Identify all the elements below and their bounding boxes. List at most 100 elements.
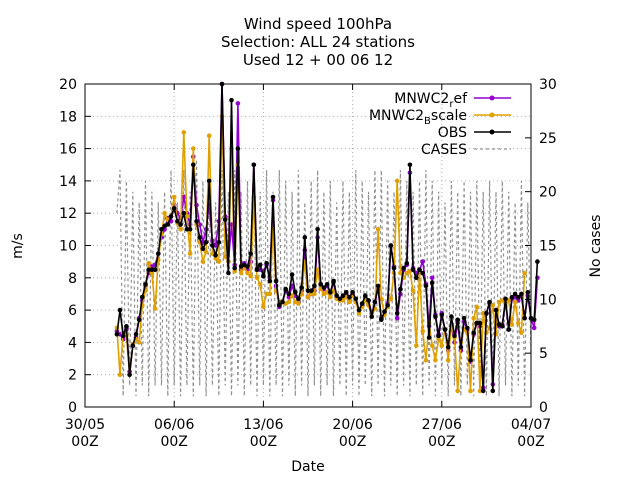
- data-series: [114, 81, 540, 394]
- data-point: [191, 146, 196, 151]
- y2-tick-label: 10: [539, 292, 557, 308]
- data-point: [261, 273, 266, 279]
- data-point: [468, 388, 473, 394]
- data-point: [267, 291, 273, 297]
- data-point: [334, 293, 340, 298]
- data-point: [379, 317, 384, 323]
- data-point: [375, 283, 381, 289]
- data-point: [318, 282, 324, 287]
- data-point: [401, 265, 406, 271]
- data-point: [404, 261, 410, 266]
- data-point: [222, 217, 228, 222]
- data-point: [140, 294, 145, 300]
- data-point: [286, 291, 292, 297]
- data-point: [200, 259, 206, 264]
- data-point: [343, 290, 349, 295]
- data-point: [382, 309, 387, 315]
- data-point: [420, 328, 426, 334]
- data-point: [206, 133, 212, 138]
- data-point: [159, 227, 164, 232]
- data-point: [308, 291, 314, 297]
- data-point: [257, 282, 263, 287]
- data-point: [480, 388, 486, 394]
- data-point: [452, 333, 457, 339]
- data-point: [171, 206, 177, 211]
- data-point: [181, 194, 187, 200]
- data-point: [194, 219, 199, 224]
- x-tick-label-date: 20/06: [332, 417, 372, 433]
- data-point: [171, 194, 177, 200]
- data-point: [429, 275, 435, 281]
- x-tick-label-hour: 00Z: [71, 434, 98, 450]
- data-point: [200, 246, 206, 251]
- data-point: [315, 227, 320, 232]
- data-point: [226, 270, 231, 276]
- data-point: [133, 332, 139, 337]
- legend-marker: [489, 95, 495, 101]
- x-tick-label-date: 04/07: [511, 417, 551, 433]
- data-point: [162, 210, 167, 216]
- data-point: [175, 219, 180, 224]
- data-point: [197, 222, 202, 227]
- data-point: [445, 344, 451, 350]
- data-point: [433, 357, 438, 363]
- data-point: [509, 322, 515, 327]
- y2-tick-label: 5: [539, 346, 548, 362]
- data-point: [324, 282, 330, 287]
- data-point: [535, 259, 540, 264]
- data-point: [178, 227, 183, 232]
- y-tick-label: 2: [68, 368, 77, 384]
- data-point: [388, 243, 394, 248]
- data-point: [410, 267, 416, 273]
- data-point: [423, 357, 429, 363]
- data-point: [165, 222, 171, 227]
- data-point: [509, 294, 515, 300]
- data-point: [500, 324, 505, 329]
- data-point: [331, 278, 336, 284]
- data-point: [235, 101, 241, 106]
- data-point: [465, 325, 470, 331]
- data-point: [394, 315, 400, 321]
- data-point: [369, 314, 375, 319]
- data-point: [484, 311, 489, 316]
- data-point: [525, 290, 531, 295]
- data-point: [152, 306, 158, 311]
- data-point: [120, 333, 126, 339]
- data-point: [273, 278, 279, 284]
- data-point: [254, 275, 260, 281]
- data-point: [143, 282, 148, 287]
- y-tick-label: 10: [59, 239, 77, 255]
- data-point: [477, 388, 483, 394]
- data-point: [512, 291, 518, 297]
- y2-axis-label: No cases: [588, 215, 604, 278]
- y-tick-label: 6: [68, 303, 77, 319]
- x-tick-label-hour: 00Z: [428, 434, 455, 450]
- axis-ticks: 0246810121416182005101520253030/0500Z06/…: [59, 77, 557, 450]
- data-point: [512, 299, 518, 305]
- data-point: [388, 296, 394, 302]
- series-obs: [114, 81, 540, 394]
- data-point: [519, 291, 524, 297]
- data-point: [324, 290, 330, 295]
- data-point: [136, 340, 142, 345]
- data-point: [213, 243, 218, 248]
- x-tick-label-date: 13/06: [243, 417, 283, 433]
- data-point: [238, 270, 244, 276]
- data-point: [149, 267, 155, 273]
- x-tick-label-hour: 00Z: [160, 434, 187, 450]
- title-line-3: Used 12 + 00 06 12: [243, 51, 393, 69]
- data-point: [117, 372, 123, 378]
- data-point: [168, 214, 174, 219]
- data-point: [474, 320, 480, 326]
- data-point: [359, 301, 365, 306]
- data-point: [439, 343, 445, 348]
- data-point: [267, 278, 273, 284]
- data-point: [251, 162, 257, 168]
- data-point: [385, 303, 390, 308]
- data-point: [232, 265, 237, 271]
- data-point: [474, 304, 480, 310]
- data-point: [372, 299, 378, 305]
- y-tick-label: 16: [59, 142, 77, 158]
- data-point: [184, 214, 190, 219]
